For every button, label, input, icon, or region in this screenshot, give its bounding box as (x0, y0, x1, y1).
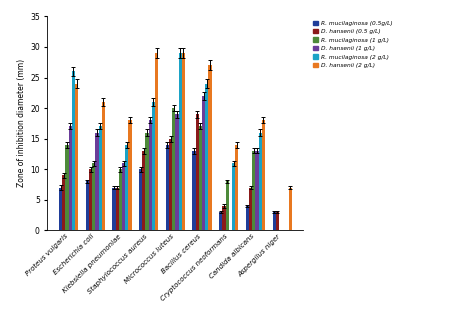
Bar (92, 163, 95, 230)
Bar (249, 188, 252, 230)
Bar (166, 145, 169, 230)
Bar (69, 126, 72, 230)
Bar (149, 120, 152, 230)
Bar (146, 133, 149, 230)
Bar (175, 114, 179, 230)
Bar (172, 108, 175, 230)
Bar (119, 169, 122, 230)
Bar (112, 188, 116, 230)
Bar (75, 84, 78, 230)
Legend: R. mucilaginosa (0.5g/L), D. hansenii (0.5 g/L), R. mucilaginosa (1 g/L), D. han: R. mucilaginosa (0.5g/L), D. hansenii (0… (311, 19, 393, 69)
Bar (139, 169, 142, 230)
Bar (255, 151, 259, 230)
Bar (59, 188, 62, 230)
Bar (199, 126, 202, 230)
Bar (125, 145, 128, 230)
Bar (222, 206, 226, 230)
Bar (232, 163, 235, 230)
Bar (102, 102, 105, 230)
Bar (289, 188, 292, 230)
Bar (179, 53, 182, 230)
Bar (116, 188, 119, 230)
Y-axis label: Zone of inhibition diameter (mm): Zone of inhibition diameter (mm) (17, 59, 26, 188)
Bar (226, 181, 229, 230)
Bar (99, 126, 102, 230)
Bar (252, 151, 255, 230)
Bar (155, 53, 158, 230)
Bar (95, 133, 99, 230)
Bar (202, 96, 205, 230)
Bar (219, 212, 222, 230)
Bar (89, 169, 92, 230)
Bar (122, 163, 125, 230)
Bar (128, 120, 132, 230)
Bar (262, 120, 265, 230)
Bar (259, 133, 262, 230)
Bar (65, 145, 69, 230)
Bar (276, 212, 279, 230)
Bar (273, 212, 276, 230)
Bar (169, 139, 172, 230)
Bar (235, 145, 238, 230)
Bar (142, 151, 146, 230)
Bar (209, 65, 212, 230)
Bar (62, 175, 65, 230)
Bar (192, 151, 196, 230)
Bar (182, 53, 185, 230)
Bar (246, 206, 249, 230)
Bar (152, 102, 155, 230)
Bar (72, 71, 75, 230)
Bar (86, 181, 89, 230)
Bar (205, 84, 209, 230)
Bar (196, 114, 199, 230)
